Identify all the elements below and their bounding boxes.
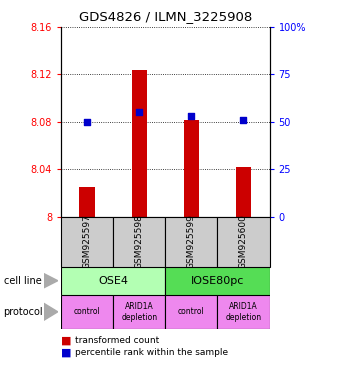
Text: control: control	[178, 307, 205, 316]
Text: ■: ■	[61, 348, 72, 358]
Text: IOSE80pc: IOSE80pc	[191, 276, 244, 286]
Text: GSM925600: GSM925600	[239, 215, 248, 269]
Bar	[165, 217, 217, 267]
Bar	[79, 187, 95, 217]
Text: protocol: protocol	[4, 307, 43, 317]
Point	[241, 117, 246, 123]
Text: GSM925599: GSM925599	[187, 215, 196, 269]
Bar	[113, 217, 165, 267]
Bar	[165, 267, 270, 295]
Text: control: control	[74, 307, 101, 316]
Point	[189, 113, 194, 119]
Text: transformed count: transformed count	[75, 336, 160, 345]
Bar	[236, 167, 251, 217]
Text: ARID1A
depletion: ARID1A depletion	[121, 302, 158, 321]
Text: GSM925598: GSM925598	[135, 215, 144, 269]
Text: cell line: cell line	[4, 276, 41, 286]
Polygon shape	[44, 273, 58, 288]
Bar	[113, 295, 165, 329]
Bar	[217, 217, 270, 267]
Bar	[165, 295, 217, 329]
Text: ■: ■	[61, 336, 72, 346]
Point	[84, 119, 90, 125]
Bar	[132, 70, 147, 217]
Bar	[184, 119, 199, 217]
Polygon shape	[44, 303, 58, 320]
Title: GDS4826 / ILMN_3225908: GDS4826 / ILMN_3225908	[79, 10, 252, 23]
Bar	[61, 217, 113, 267]
Text: percentile rank within the sample: percentile rank within the sample	[75, 348, 228, 358]
Text: OSE4: OSE4	[98, 276, 128, 286]
Bar	[217, 295, 270, 329]
Text: ARID1A
depletion: ARID1A depletion	[225, 302, 261, 321]
Point	[136, 109, 142, 116]
Text: GSM925597: GSM925597	[83, 215, 92, 269]
Bar	[61, 295, 113, 329]
Bar	[61, 267, 165, 295]
